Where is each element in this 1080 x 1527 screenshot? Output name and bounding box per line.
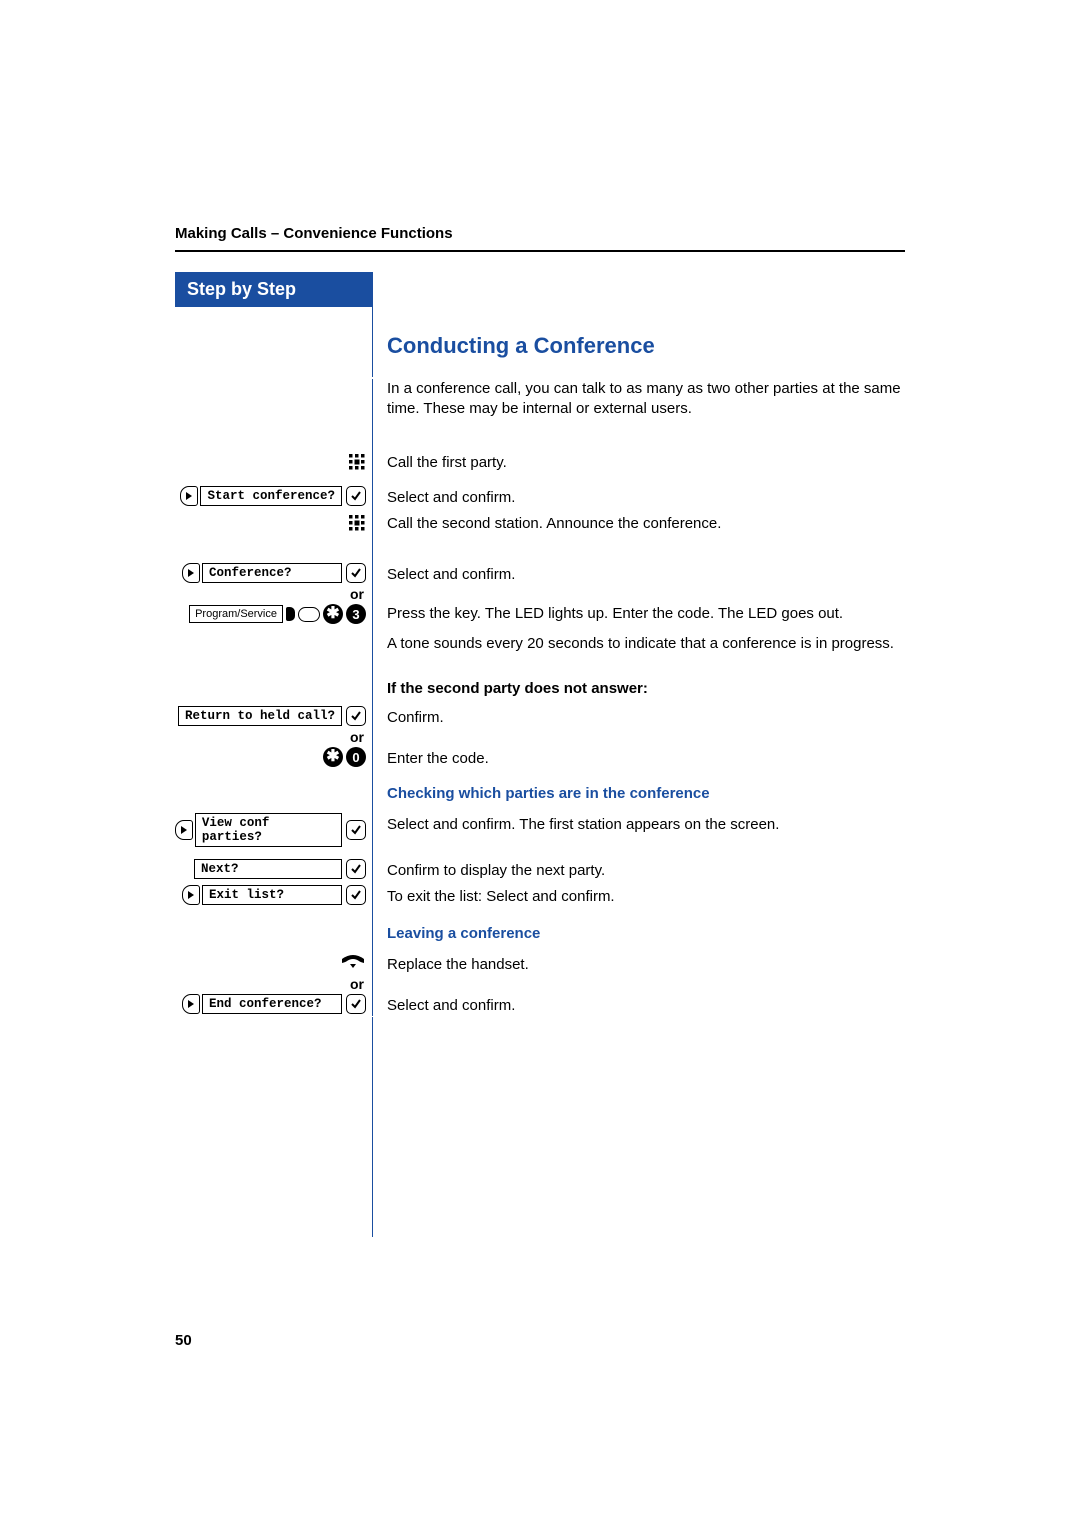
step-by-step-header: Step by Step (175, 272, 373, 307)
exit-list-label: Exit list? (202, 885, 342, 905)
call-first-text: Call the first party. (387, 453, 905, 473)
or-label: or (350, 729, 364, 745)
tone-indicator-text: A tone sounds every 20 seconds to indica… (387, 634, 905, 654)
section-title: Conducting a Conference (387, 333, 905, 359)
scroll-arrow-icon (182, 994, 200, 1014)
confirm-check-icon (346, 885, 366, 905)
next-prompt: Next? (194, 859, 366, 879)
star-key-icon: ✱ (323, 604, 343, 624)
return-held-prompt: Return to held call? (178, 706, 366, 726)
replace-handset-text: Replace the handset. (387, 955, 905, 975)
oval-key-icon (298, 607, 320, 622)
confirm-check-icon (346, 820, 366, 840)
confirm-check-icon (346, 859, 366, 879)
end-conference-label: End conference? (202, 994, 342, 1014)
next-text: Confirm to display the next party. (387, 861, 905, 881)
handset-down-icon (340, 953, 366, 973)
no-answer-heading: If the second party does not answer: (387, 680, 905, 697)
confirm-check-icon (346, 994, 366, 1014)
header-rule (175, 250, 905, 252)
page-number: 50 (175, 1332, 192, 1349)
return-held-text: Confirm. (387, 708, 905, 728)
start-conference-text: Select and confirm. (387, 488, 905, 508)
confirm-check-icon (346, 706, 366, 726)
confirm-check-icon (346, 563, 366, 583)
running-header: Making Calls – Convenience Functions (175, 225, 905, 242)
leaving-conference-heading: Leaving a conference (387, 925, 905, 942)
program-service-label: Program/Service (189, 605, 283, 623)
end-conference-text: Select and confirm. (387, 996, 905, 1016)
confirm-check-icon (346, 486, 366, 506)
exit-list-prompt: Exit list? (182, 885, 366, 905)
or-label: or (350, 586, 364, 602)
keypad-icon (348, 514, 366, 537)
call-second-text: Call the second station. Announce the co… (387, 514, 905, 534)
next-label: Next? (194, 859, 342, 879)
conference-text: Select and confirm. (387, 565, 905, 585)
end-conference-prompt: End conference? (182, 994, 366, 1014)
return-held-label: Return to held call? (178, 706, 342, 726)
digit-0-key-icon: 0 (346, 747, 366, 767)
scroll-arrow-icon (175, 820, 193, 840)
start-conference-prompt: Start conference? (180, 486, 366, 506)
scroll-arrow-icon (182, 563, 200, 583)
led-icon (286, 607, 295, 621)
manual-page: Making Calls – Convenience Functions Ste… (0, 0, 1080, 1527)
keypad-icon (348, 453, 366, 476)
scroll-arrow-icon (180, 486, 198, 506)
scroll-arrow-icon (182, 885, 200, 905)
or-label: or (350, 976, 364, 992)
view-parties-text: Select and confirm. The first station ap… (387, 815, 905, 835)
enter-code-text: Enter the code. (387, 749, 905, 769)
checking-parties-heading: Checking which parties are in the confer… (387, 785, 905, 802)
exit-list-text: To exit the list: Select and confirm. (387, 887, 905, 907)
intro-paragraph: In a conference call, you can talk to as… (387, 379, 905, 420)
conference-prompt: Conference? (182, 563, 366, 583)
program-service-control: Program/Service ✱ 3 (189, 604, 366, 624)
star-zero-keys: ✱ 0 (323, 747, 366, 767)
content-rows: Conducting a Conference In a conference … (175, 307, 905, 1237)
start-conference-label: Start conference? (200, 486, 342, 506)
view-parties-label: View conf parties? (195, 813, 342, 847)
star-key-icon: ✱ (323, 747, 343, 767)
conference-label: Conference? (202, 563, 342, 583)
view-parties-prompt: View conf parties? (175, 813, 366, 847)
program-service-text: Press the key. The LED lights up. Enter … (387, 604, 905, 624)
digit-3-key-icon: 3 (346, 604, 366, 624)
